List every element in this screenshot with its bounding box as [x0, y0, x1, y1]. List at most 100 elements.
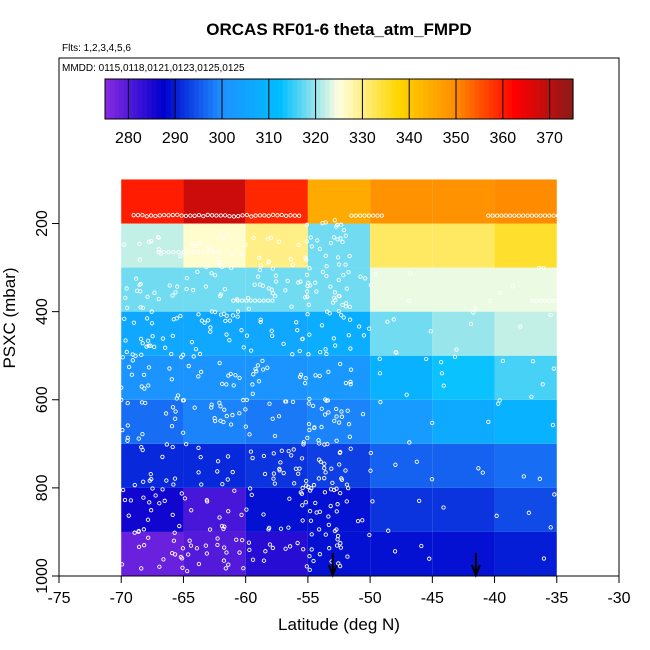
- flight-point: [261, 367, 266, 372]
- flight-point: [139, 352, 144, 357]
- flight-point: [529, 298, 535, 303]
- flight-point: [257, 282, 263, 287]
- flight-point: [317, 373, 322, 379]
- flight-point: [260, 358, 265, 363]
- x-tick-label: -30: [607, 590, 630, 607]
- flight-point: [178, 313, 183, 319]
- flight-point: [240, 537, 245, 543]
- flight-point: [332, 528, 338, 534]
- heatmap-cell: [370, 487, 433, 532]
- dates-note: MMDD: 0115,0118,0121,0123,0125,0125: [62, 63, 245, 74]
- flight-point: [301, 442, 306, 447]
- flight-point: [122, 316, 127, 322]
- flight-point: [139, 566, 144, 571]
- flight-point: [339, 476, 344, 481]
- flight-point: [407, 440, 412, 445]
- heatmap-cell: [121, 487, 184, 532]
- flight-point: [297, 213, 302, 218]
- colorbar-tick-label: 280: [115, 130, 142, 147]
- flight-point: [298, 279, 303, 284]
- flight-point: [184, 275, 189, 281]
- flight-point: [183, 213, 189, 219]
- flight-point: [525, 213, 530, 218]
- flight-point: [252, 282, 257, 287]
- flight-point: [300, 503, 305, 508]
- flight-point: [290, 352, 295, 357]
- flight-point: [202, 320, 207, 325]
- flight-point: [308, 235, 313, 240]
- colorbar-border: [104, 78, 574, 120]
- colorbar-segment: [175, 79, 181, 119]
- colorbar-segment: [390, 79, 396, 119]
- flight-point: [199, 482, 204, 487]
- y-tick-label: 600: [34, 386, 51, 413]
- flight-point: [225, 454, 231, 459]
- arrow-head: [327, 564, 338, 578]
- flight-point: [207, 527, 213, 532]
- flight-point: [149, 321, 155, 326]
- flight-point: [133, 276, 139, 281]
- flight-point: [266, 259, 271, 264]
- flight-point: [180, 430, 186, 435]
- flight-point: [273, 293, 278, 299]
- flight-point: [215, 536, 220, 541]
- colorbar-segment: [362, 79, 368, 119]
- flight-point: [320, 269, 326, 274]
- flight-point: [252, 298, 258, 303]
- flight-point: [220, 381, 225, 386]
- flight-point: [148, 471, 153, 477]
- colorbar: 280 290 300 310 320 330 340 350 360 370: [104, 78, 574, 147]
- flight-point: [218, 213, 223, 218]
- flight-point: [166, 213, 171, 218]
- flight-point: [292, 213, 297, 218]
- flight-point: [148, 213, 154, 218]
- flight-point: [503, 213, 508, 218]
- flight-point: [253, 213, 258, 218]
- flight-point: [169, 351, 174, 357]
- flight-point: [327, 546, 332, 551]
- flight-point: [126, 513, 131, 518]
- flight-point: [150, 486, 155, 491]
- flight-point: [347, 434, 353, 439]
- flight-point: [266, 213, 271, 218]
- colorbar-segment: [418, 79, 424, 119]
- flight-point: [250, 557, 256, 562]
- flight-point: [249, 492, 254, 498]
- heatmap-cell: [432, 443, 495, 488]
- flight-point: [335, 237, 340, 242]
- flight-point: [305, 435, 310, 441]
- y-tick-label: 800: [34, 474, 51, 501]
- flight-point: [371, 213, 376, 218]
- colorbar-segment: [371, 79, 378, 119]
- colorbar-segment: [156, 79, 162, 119]
- flight-point: [404, 392, 409, 397]
- heatmap-cell: [370, 311, 433, 356]
- flight-point: [160, 336, 166, 341]
- x-tick-label: -45: [421, 590, 444, 607]
- flight-point: [261, 298, 266, 303]
- flight-point: [296, 471, 301, 476]
- flight-point: [215, 469, 220, 474]
- flight-point: [145, 338, 151, 343]
- colorbar-segment: [226, 79, 232, 119]
- heatmap-cell: [370, 355, 433, 400]
- flight-point: [153, 213, 158, 219]
- flight-point: [379, 213, 385, 218]
- flight-point: [537, 265, 542, 271]
- colorbar-tick-label: 300: [209, 130, 236, 147]
- flight-point: [164, 478, 169, 483]
- flight-point: [176, 250, 181, 255]
- flight-point: [246, 540, 252, 545]
- flight-point: [139, 445, 144, 450]
- flight-point: [171, 317, 176, 322]
- flight-point: [343, 304, 348, 309]
- flight-point: [173, 290, 178, 295]
- x-tick-label: -35: [545, 590, 568, 607]
- flight-point: [139, 384, 144, 389]
- colorbar-segment: [240, 79, 246, 119]
- flight-point: [313, 280, 318, 285]
- flight-point: [166, 250, 171, 255]
- flight-point: [262, 471, 268, 477]
- flight-point: [228, 422, 234, 427]
